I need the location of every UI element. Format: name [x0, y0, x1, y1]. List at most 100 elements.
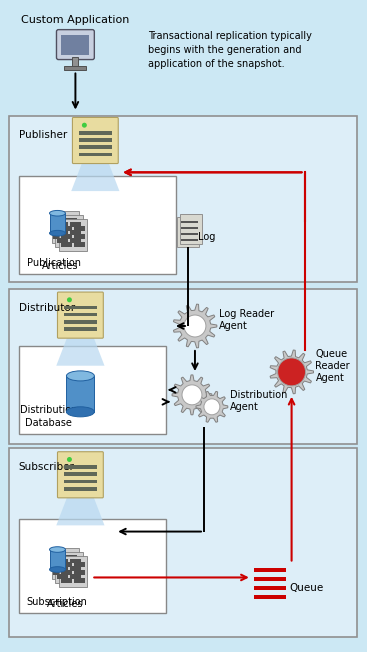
Text: Custom Application: Custom Application — [21, 14, 130, 25]
Text: Distribution
Database: Distribution Database — [20, 406, 77, 428]
Bar — [75, 234, 86, 239]
FancyBboxPatch shape — [58, 452, 103, 498]
Polygon shape — [174, 304, 217, 348]
Text: Distributor: Distributor — [19, 303, 75, 313]
FancyBboxPatch shape — [59, 556, 87, 587]
Polygon shape — [56, 497, 105, 526]
Circle shape — [67, 457, 72, 462]
Text: Log: Log — [198, 232, 215, 242]
Text: Subscription: Subscription — [26, 597, 87, 608]
Ellipse shape — [66, 371, 94, 381]
Text: Publication: Publication — [26, 258, 81, 268]
Bar — [19, 176, 176, 274]
FancyBboxPatch shape — [57, 29, 94, 59]
Bar — [64, 487, 97, 490]
Bar — [66, 218, 77, 223]
Bar — [19, 518, 166, 614]
Bar — [72, 57, 79, 68]
Ellipse shape — [50, 547, 65, 552]
Polygon shape — [196, 391, 228, 422]
Polygon shape — [172, 375, 212, 415]
Bar — [70, 567, 81, 571]
Text: Queue: Queue — [290, 584, 324, 593]
FancyBboxPatch shape — [72, 117, 118, 164]
FancyBboxPatch shape — [55, 552, 83, 584]
Bar — [58, 559, 68, 563]
Bar — [50, 550, 65, 569]
Bar — [66, 554, 77, 559]
Bar — [54, 554, 65, 559]
Bar — [54, 234, 65, 239]
Bar — [70, 238, 81, 243]
Bar — [181, 227, 198, 230]
Bar — [54, 570, 65, 576]
Bar — [66, 234, 77, 239]
Bar — [58, 222, 68, 227]
Bar — [9, 117, 357, 282]
Text: Log Reader
Agent: Log Reader Agent — [219, 309, 274, 331]
Bar — [181, 239, 198, 241]
FancyBboxPatch shape — [51, 211, 79, 243]
Bar — [64, 313, 97, 316]
Circle shape — [204, 399, 220, 415]
Bar — [254, 577, 286, 581]
Bar — [66, 563, 77, 567]
Bar — [79, 138, 112, 141]
Bar — [254, 568, 286, 572]
FancyBboxPatch shape — [59, 219, 87, 251]
Bar — [58, 230, 68, 235]
Bar — [75, 563, 86, 567]
Bar — [181, 221, 198, 223]
Bar — [64, 480, 97, 483]
Ellipse shape — [50, 230, 65, 236]
Bar — [70, 230, 81, 235]
Text: Subscriber: Subscriber — [19, 462, 75, 471]
FancyBboxPatch shape — [58, 292, 103, 338]
FancyBboxPatch shape — [180, 215, 202, 244]
Bar — [61, 242, 72, 247]
Text: Distribution
Agent: Distribution Agent — [230, 390, 287, 412]
Bar — [58, 238, 68, 243]
Bar — [58, 574, 68, 580]
Bar — [61, 570, 72, 576]
FancyBboxPatch shape — [177, 217, 199, 247]
Bar — [58, 567, 68, 571]
Bar — [50, 213, 65, 233]
Circle shape — [278, 358, 306, 386]
Bar — [65, 66, 86, 70]
Polygon shape — [56, 337, 105, 366]
Bar — [79, 145, 112, 149]
Bar — [66, 376, 94, 412]
Bar — [75, 226, 86, 231]
Bar — [61, 226, 72, 231]
Bar — [61, 578, 72, 584]
Bar — [54, 563, 65, 567]
Ellipse shape — [50, 567, 65, 572]
Bar — [70, 222, 81, 227]
Ellipse shape — [66, 407, 94, 417]
FancyBboxPatch shape — [55, 215, 83, 247]
Bar — [61, 563, 72, 567]
Bar — [54, 226, 65, 231]
Bar — [64, 473, 97, 476]
Bar — [54, 218, 65, 223]
Text: Articles: Articles — [47, 599, 84, 610]
Bar — [66, 570, 77, 576]
Bar — [79, 153, 112, 156]
Bar — [254, 586, 286, 590]
Bar — [75, 242, 86, 247]
Circle shape — [82, 123, 87, 128]
Bar — [64, 320, 97, 323]
Bar — [79, 131, 112, 134]
Bar — [254, 595, 286, 599]
Bar — [64, 465, 97, 469]
Bar — [61, 234, 72, 239]
Bar — [181, 233, 198, 235]
Bar — [70, 574, 81, 580]
Bar — [64, 327, 97, 331]
Circle shape — [184, 315, 206, 337]
Text: Transactional replication typically
begins with the generation and
application o: Transactional replication typically begi… — [148, 31, 312, 68]
Ellipse shape — [50, 211, 65, 216]
Text: Publisher: Publisher — [19, 130, 67, 140]
Polygon shape — [270, 350, 313, 394]
